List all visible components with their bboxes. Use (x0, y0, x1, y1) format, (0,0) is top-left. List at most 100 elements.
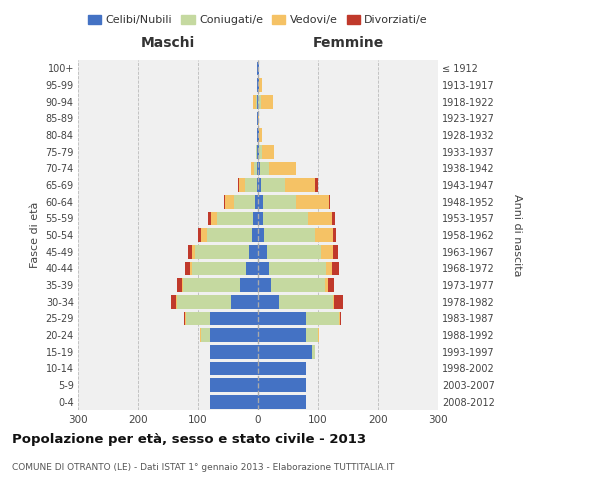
Bar (210, 328, 258, 342)
Bar (254, 162, 257, 175)
Bar (183, 278, 240, 292)
Bar (340, 312, 341, 325)
Bar (192, 262, 246, 275)
Bar (258, 278, 271, 292)
Text: Popolazione per età, sesso e stato civile - 2013: Popolazione per età, sesso e stato civil… (12, 432, 366, 446)
Bar (315, 228, 333, 242)
Bar (315, 178, 318, 192)
Bar (263, 195, 296, 208)
Bar (257, 78, 258, 92)
Bar (269, 162, 296, 175)
Text: Maschi: Maschi (141, 36, 195, 50)
Bar (234, 195, 255, 208)
Bar (258, 262, 269, 275)
Bar (258, 295, 279, 308)
Bar (260, 162, 269, 175)
Bar (333, 228, 336, 242)
Bar (269, 262, 326, 275)
Bar (312, 345, 315, 358)
Bar (253, 212, 258, 225)
Bar (210, 378, 258, 392)
Bar (256, 95, 257, 108)
Bar (259, 78, 262, 92)
Bar (258, 78, 259, 92)
Bar (182, 278, 183, 292)
Bar (188, 245, 192, 258)
Bar (177, 278, 182, 292)
Bar (256, 145, 257, 158)
Text: Femmine: Femmine (313, 36, 383, 50)
Bar (192, 245, 195, 258)
Bar (332, 212, 335, 225)
Bar (210, 395, 258, 408)
Bar (252, 228, 258, 242)
Bar (258, 228, 264, 242)
Bar (246, 262, 258, 275)
Bar (210, 362, 258, 375)
Bar (257, 162, 258, 175)
Bar (259, 145, 262, 158)
Bar (258, 212, 263, 225)
Text: COMUNE DI OTRANTO (LE) - Dati ISTAT 1° gennaio 2013 - Elaborazione TUTTITALIA.IT: COMUNE DI OTRANTO (LE) - Dati ISTAT 1° g… (12, 463, 394, 472)
Bar (326, 262, 332, 275)
Bar (306, 328, 318, 342)
Y-axis label: Fasce di età: Fasce di età (30, 202, 40, 268)
Bar (258, 162, 260, 175)
Bar (177, 295, 231, 308)
Bar (208, 212, 211, 225)
Bar (195, 245, 249, 258)
Bar (207, 228, 252, 242)
Bar (171, 295, 176, 308)
Bar (258, 145, 259, 158)
Bar (217, 212, 253, 225)
Bar (258, 178, 261, 192)
Bar (257, 178, 258, 192)
Bar (210, 345, 258, 358)
Bar (306, 312, 339, 325)
Bar (224, 195, 225, 208)
Bar (258, 245, 267, 258)
Bar (264, 228, 315, 242)
Y-axis label: Anni di nascita: Anni di nascita (512, 194, 522, 276)
Bar (258, 362, 306, 375)
Bar (231, 295, 258, 308)
Bar (253, 95, 256, 108)
Bar (240, 278, 258, 292)
Bar (257, 128, 258, 142)
Bar (328, 278, 334, 292)
Bar (200, 328, 201, 342)
Bar (257, 145, 258, 158)
Bar (329, 195, 330, 208)
Bar (190, 262, 192, 275)
Bar (333, 245, 338, 258)
Bar (258, 62, 259, 75)
Bar (261, 178, 285, 192)
Bar (296, 195, 329, 208)
Bar (258, 395, 306, 408)
Bar (258, 328, 306, 342)
Bar (257, 62, 258, 75)
Bar (261, 95, 273, 108)
Bar (262, 145, 274, 158)
Bar (258, 95, 261, 108)
Bar (255, 195, 258, 208)
Bar (198, 228, 201, 242)
Bar (184, 312, 185, 325)
Bar (334, 295, 343, 308)
Bar (239, 178, 245, 192)
Bar (257, 95, 258, 108)
Bar (263, 212, 308, 225)
Bar (267, 245, 321, 258)
Bar (238, 178, 239, 192)
Bar (271, 278, 325, 292)
Bar (245, 178, 257, 192)
Bar (185, 262, 190, 275)
Bar (285, 178, 315, 192)
Bar (318, 328, 319, 342)
Legend: Celibi/Nubili, Coniugati/e, Vedovi/e, Divorziati/e: Celibi/Nubili, Coniugati/e, Vedovi/e, Di… (83, 10, 433, 30)
Bar (279, 295, 333, 308)
Bar (258, 345, 312, 358)
Bar (321, 245, 333, 258)
Bar (258, 128, 259, 142)
Bar (251, 162, 254, 175)
